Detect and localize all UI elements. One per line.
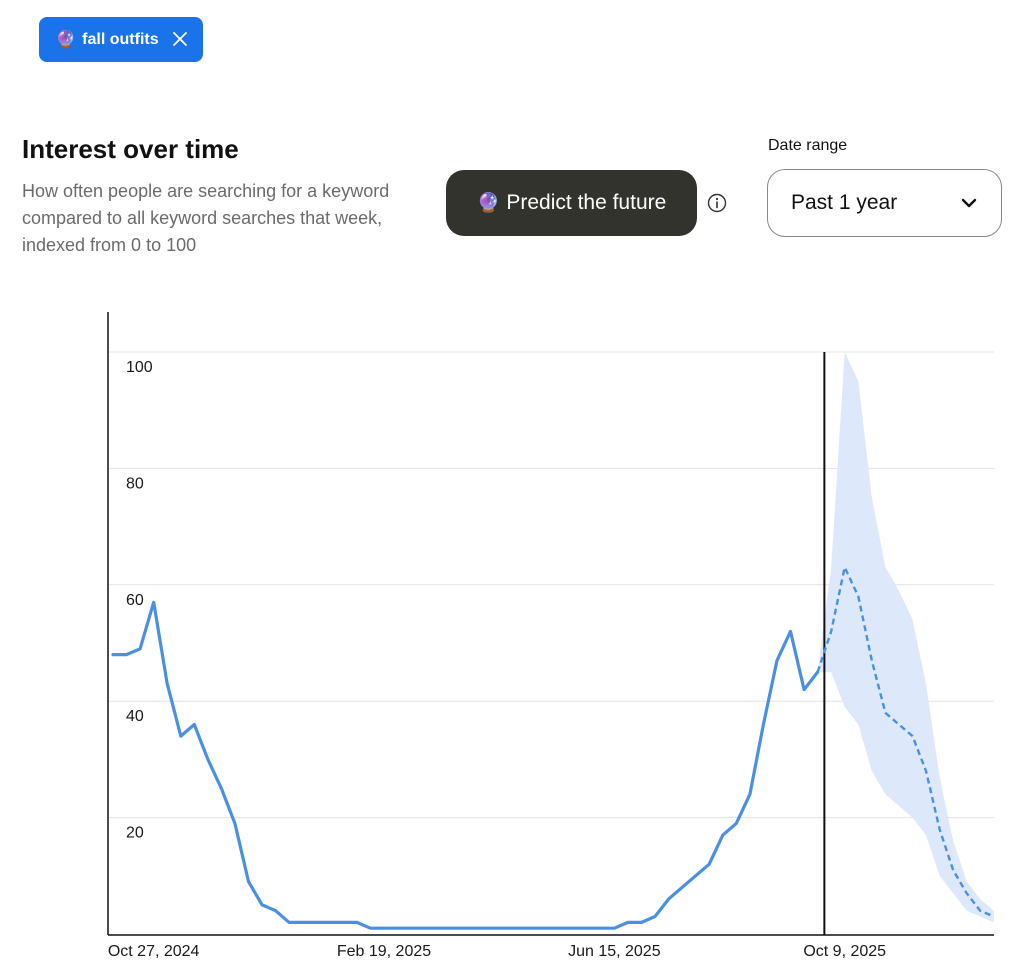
keyword-chip[interactable]: 🔮 fall outfits: [39, 17, 203, 62]
forecast-line: [816, 566, 995, 918]
x-tick-label: Oct 9, 2025: [803, 943, 886, 960]
section-title: Interest over time: [22, 134, 239, 164]
date-range-select[interactable]: Past 1 year: [767, 169, 1002, 237]
date-range-value: Past 1 year: [791, 191, 898, 214]
interest-chart: 20 40 60 80 100 Oct 27, 2024 Feb 19, 2025 Jun 1…: [107, 312, 995, 960]
keyword-chip-label: fall outfits: [82, 30, 159, 48]
y-tick-label: 20: [126, 825, 144, 842]
predict-future-button[interactable]: 🔮 Predict the future: [446, 170, 697, 236]
chevron-down-icon: [961, 198, 977, 208]
x-tick-label: Jun 15, 2025: [568, 943, 661, 960]
x-tick-label: Oct 27, 2024: [108, 943, 200, 960]
close-icon[interactable]: [171, 30, 189, 48]
y-tick-label: 60: [126, 592, 144, 609]
x-tick-label: Feb 19, 2025: [337, 943, 431, 960]
y-tick-label: 100: [126, 359, 153, 376]
info-icon[interactable]: [707, 193, 727, 213]
y-tick-label: 80: [126, 475, 144, 492]
date-range-label: Date range: [768, 137, 848, 154]
crystal-ball-icon: 🔮: [476, 193, 501, 214]
section-description: How often people are searching for a key…: [22, 181, 390, 255]
crystal-ball-icon: 🔮: [55, 29, 77, 49]
forecast-band: [817, 352, 994, 923]
y-tick-label: 40: [126, 708, 144, 725]
predict-future-label: Predict the future: [506, 191, 667, 214]
series-line: [111, 600, 820, 930]
